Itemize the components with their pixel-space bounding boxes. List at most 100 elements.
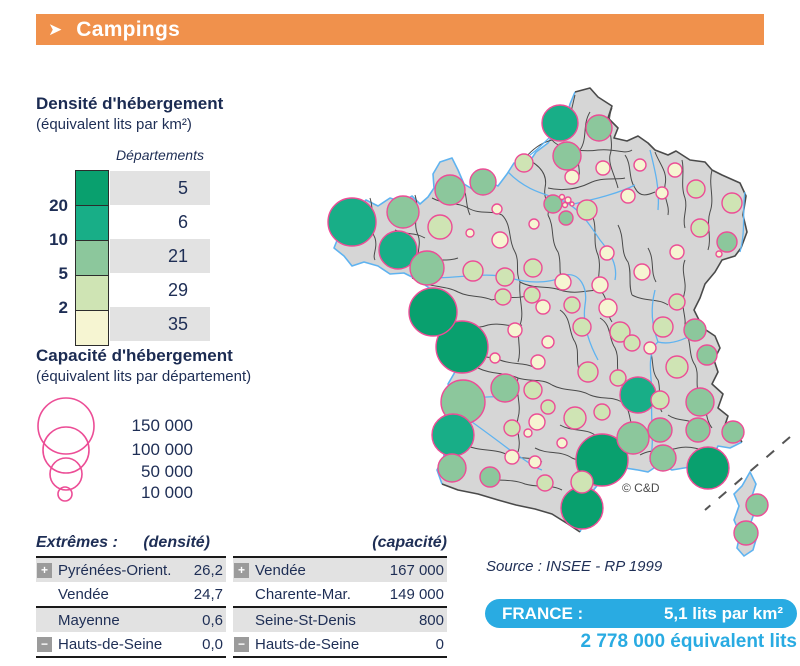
dept-name: Hauts-de-Seine bbox=[58, 635, 163, 653]
capacity-label-50000: 50 000 bbox=[141, 462, 193, 481]
header-bar: ➤ Campings bbox=[36, 14, 764, 45]
dept-name: Vendée bbox=[58, 585, 109, 603]
department-circle bbox=[633, 263, 651, 281]
department-circle bbox=[649, 444, 677, 472]
density-count: 35 bbox=[110, 307, 210, 341]
dept-value: 0 bbox=[435, 635, 444, 653]
table-row: Charente-Mar. 149 000 bbox=[233, 582, 447, 606]
department-circle bbox=[572, 317, 592, 337]
dept-name: Pyrénées-Orient. bbox=[58, 561, 172, 579]
extremes-capacity-label: (capacité) bbox=[372, 534, 447, 551]
department-circle bbox=[327, 197, 377, 247]
france-total-lits: 2 778 000 équivalent lits bbox=[580, 631, 797, 652]
dept-name: Vendée bbox=[255, 561, 306, 579]
threshold-10: 10 bbox=[49, 230, 68, 249]
department-circle bbox=[489, 352, 501, 364]
minus-icon: − bbox=[234, 636, 249, 652]
source-text: Source : INSEE - RP 1999 bbox=[486, 558, 663, 575]
department-circle bbox=[665, 355, 689, 379]
department-circle bbox=[576, 199, 598, 221]
department-circle bbox=[494, 288, 512, 306]
dept-value: 0,0 bbox=[202, 635, 223, 653]
table-row: Seine-St-Denis 800 bbox=[233, 606, 447, 632]
department-circle bbox=[541, 104, 579, 142]
extremes-density-table: + Pyrénées-Orient. 26,2 Vendée 24,7 Maye… bbox=[36, 556, 226, 658]
department-circle bbox=[540, 399, 556, 415]
land-border-pyrenees bbox=[441, 483, 581, 533]
department-circle bbox=[669, 244, 685, 260]
department-circle bbox=[490, 373, 520, 403]
france-summary-pill: FRANCE : 5,1 lits par km² bbox=[485, 599, 797, 628]
department-circle bbox=[696, 344, 718, 366]
department-circle bbox=[523, 380, 543, 400]
map-circles bbox=[327, 104, 769, 546]
department-circle bbox=[523, 258, 543, 278]
department-circle bbox=[462, 260, 484, 282]
dept-name: Hauts-de-Seine bbox=[255, 635, 360, 653]
department-circle bbox=[479, 466, 501, 488]
department-circle bbox=[609, 321, 631, 343]
department-circle bbox=[503, 419, 521, 437]
department-circle bbox=[643, 341, 657, 355]
table-row: + Vendée 167 000 bbox=[233, 558, 447, 582]
department-circle bbox=[623, 334, 641, 352]
density-count: 29 bbox=[167, 279, 188, 300]
extremes-density-label: (densité) bbox=[143, 534, 210, 551]
department-circle bbox=[469, 168, 497, 196]
density-swatch-4 bbox=[75, 275, 109, 311]
department-circle bbox=[745, 493, 769, 517]
france-density-value: 5,1 lits par km² bbox=[663, 603, 783, 623]
department-circle bbox=[686, 179, 706, 199]
table-row: + Pyrénées-Orient. 26,2 bbox=[36, 558, 226, 582]
table-row: Mayenne 0,6 bbox=[36, 606, 226, 632]
department-circle bbox=[715, 250, 723, 258]
capacity-circle-100000 bbox=[42, 426, 90, 474]
density-swatch-3 bbox=[75, 240, 109, 276]
department-circle bbox=[435, 320, 489, 374]
department-circle bbox=[733, 520, 759, 546]
department-circle bbox=[561, 201, 569, 209]
department-circle bbox=[530, 354, 546, 370]
density-count: 5 bbox=[110, 171, 210, 205]
threshold-20: 20 bbox=[49, 196, 68, 215]
france-map: © C&D bbox=[327, 87, 791, 558]
land-border-north-east bbox=[574, 87, 748, 443]
department-circle bbox=[523, 286, 541, 304]
department-circle bbox=[721, 192, 743, 214]
department-circle bbox=[556, 437, 568, 449]
departements-column-label: Départements bbox=[116, 147, 204, 163]
department-circle bbox=[633, 158, 647, 172]
department-circle bbox=[667, 162, 683, 178]
dept-value: 0,6 bbox=[202, 611, 223, 629]
department-circle bbox=[655, 186, 669, 200]
france-label: FRANCE : bbox=[502, 603, 584, 623]
department-circle bbox=[535, 299, 551, 315]
table-row: − Hauts-de-Seine 0,0 bbox=[36, 632, 226, 656]
density-swatch-5 bbox=[75, 310, 109, 346]
extremes-capacity-table: + Vendée 167 000 Charente-Mar. 149 000 S… bbox=[233, 556, 447, 658]
department-circle bbox=[528, 455, 542, 469]
extremes-heading: Extrêmes : bbox=[36, 534, 118, 551]
department-circle bbox=[409, 250, 445, 286]
department-circle bbox=[563, 406, 587, 430]
dept-name: Charente-Mar. bbox=[255, 585, 351, 603]
department-circle bbox=[721, 420, 745, 444]
arrow-right-icon: ➤ bbox=[48, 20, 63, 39]
density-count-column: 5 6 21 29 35 bbox=[110, 171, 210, 341]
density-count: 6 bbox=[177, 211, 188, 232]
department-circle bbox=[528, 413, 546, 431]
threshold-2: 2 bbox=[58, 298, 68, 317]
department-circle bbox=[595, 160, 611, 176]
map-copyright: © C&D bbox=[622, 481, 660, 495]
capacity-label-150000: 150 000 bbox=[132, 416, 193, 435]
department-circle bbox=[686, 446, 730, 490]
department-circle bbox=[523, 428, 533, 438]
department-circle bbox=[569, 201, 575, 207]
capacity-label-10000: 10 000 bbox=[141, 483, 193, 502]
department-circle bbox=[465, 228, 475, 238]
department-circle bbox=[504, 449, 520, 465]
capacity-legend-title: Capacité d'hébergement bbox=[36, 346, 233, 365]
capacity-circle-50000 bbox=[49, 457, 83, 491]
department-circle bbox=[616, 421, 650, 455]
